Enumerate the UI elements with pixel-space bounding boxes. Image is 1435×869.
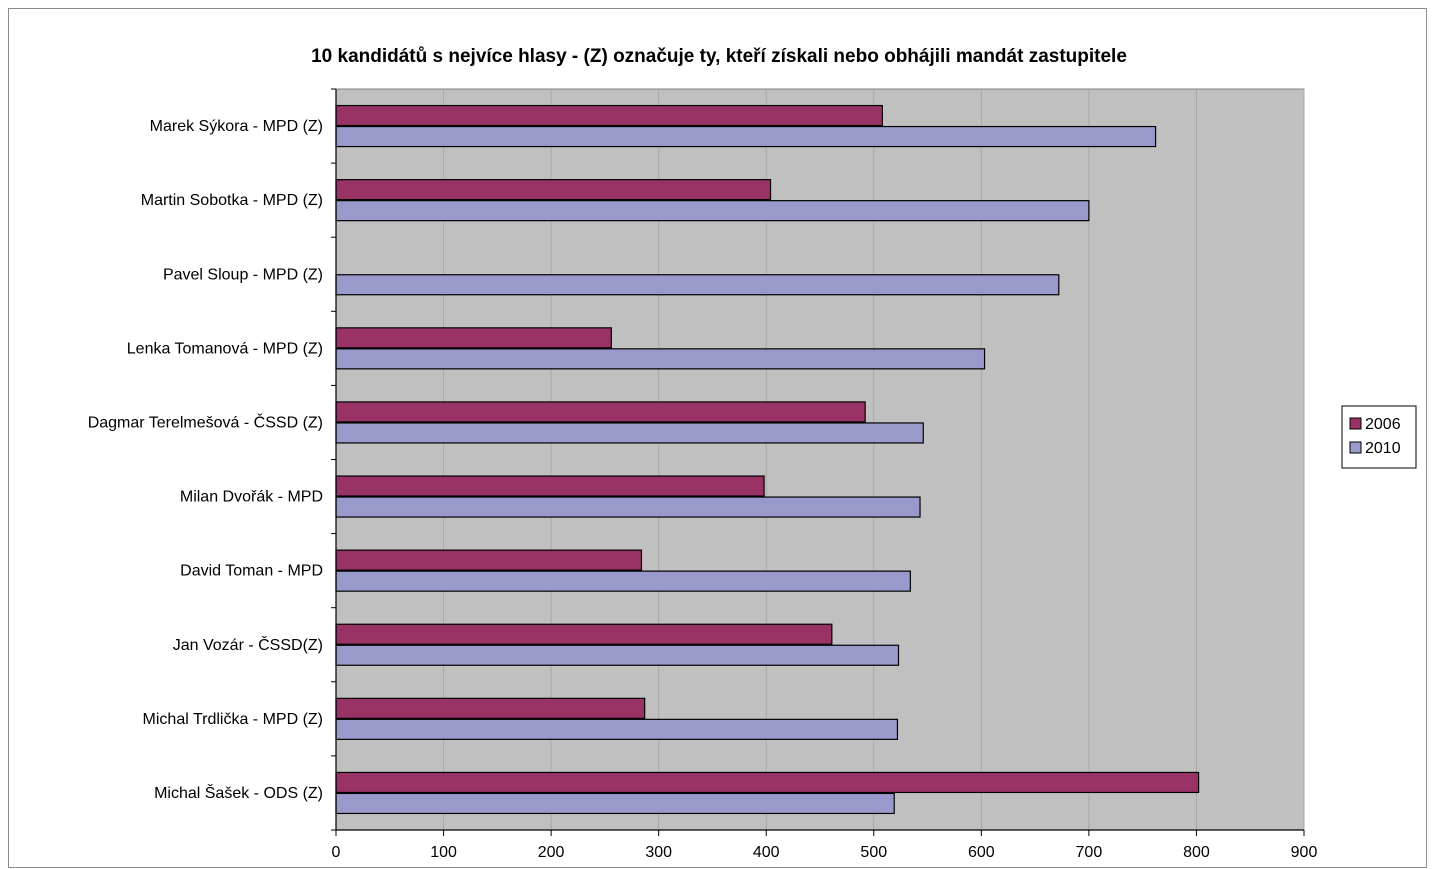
bar-chart: 10 kandidátů s nejvíce hlasy - (Z) označ… [88, 46, 1417, 861]
category-label: Lenka Tomanová - MPD (Z) [127, 340, 323, 357]
chart-frame: 10 kandidátů s nejvíce hlasy - (Z) označ… [8, 8, 1427, 868]
bar-2006 [335, 179, 772, 201]
bar-2010 [335, 125, 1157, 148]
category-label: Milan Dvořák - MPD [180, 489, 323, 506]
category-label: Martin Sobotka - MPD (Z) [141, 192, 323, 209]
bar-2006 [335, 623, 833, 645]
legend-label-2006: 2006 [1365, 416, 1401, 433]
x-tick-label: 400 [753, 844, 780, 861]
x-tick-label: 0 [332, 844, 341, 861]
legend-swatch-2010 [1349, 441, 1362, 454]
bar-2006 [335, 697, 646, 719]
x-tick-label: 200 [538, 844, 565, 861]
legend-swatch-2006 [1349, 417, 1362, 430]
chart-title: 10 kandidátů s nejvíce hlasy - (Z) označ… [311, 46, 1127, 67]
x-tick-label: 300 [645, 844, 672, 861]
legend-label-2010: 2010 [1365, 440, 1401, 457]
bar-2010 [335, 496, 921, 518]
bar-2006 [335, 475, 765, 497]
bar-2006 [335, 401, 866, 423]
bar-2006 [335, 104, 883, 127]
category-label: Marek Sýkora - MPD (Z) [150, 118, 323, 135]
category-label: David Toman - MPD [180, 563, 323, 580]
plot-area: Marek Sýkora - MPD (Z) Martin Sobotka - M… [88, 88, 1318, 861]
bar-2010 [335, 274, 1060, 296]
x-tick-label: 500 [860, 844, 887, 861]
bar-2010 [335, 348, 986, 370]
category-label: Dagmar Terelmešová - ČSSD (Z) [88, 412, 323, 431]
bar-2006 [335, 549, 643, 571]
category-label: Michal Šašek - ODS (Z) [154, 783, 323, 802]
legend: 2006 2010 [1341, 405, 1417, 469]
category-label: Pavel Sloup - MPD (Z) [163, 266, 323, 283]
category-label: Michal Trdlička - MPD (Z) [143, 711, 323, 728]
bar-2010 [335, 792, 895, 815]
bar-2006 [335, 771, 1200, 794]
bar-2010 [335, 200, 1090, 222]
bar-2006 [335, 327, 612, 349]
x-tick-label: 100 [430, 844, 457, 861]
bar-2010 [335, 718, 899, 740]
x-tick-label: 800 [1183, 844, 1210, 861]
bar-2010 [335, 644, 900, 666]
x-tick-label: 600 [968, 844, 995, 861]
bar-2010 [335, 422, 924, 444]
x-tick-label: 700 [1076, 844, 1103, 861]
x-tick-label: 900 [1291, 844, 1318, 861]
bar-2010 [335, 570, 911, 592]
category-label: Jan Vozár - ČSSD(Z) [173, 635, 323, 654]
legend-box [1341, 405, 1417, 469]
